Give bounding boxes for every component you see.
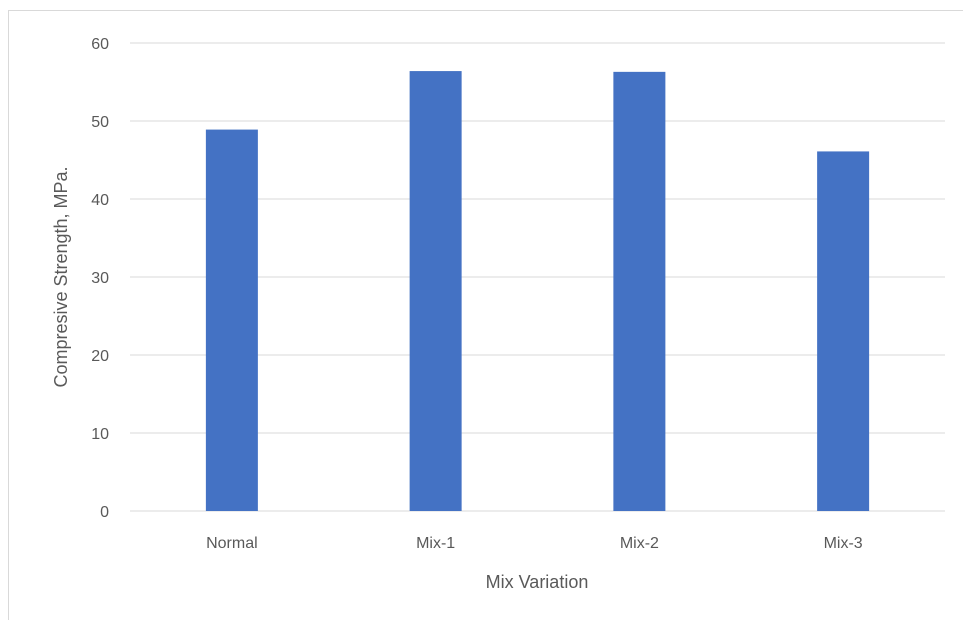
x-axis-ticks: Normal Mix-1 Mix-2 Mix-3 bbox=[206, 535, 863, 552]
bar-mix-1 bbox=[409, 71, 462, 511]
y-axis-ticks: 0 10 20 30 40 50 60 bbox=[91, 36, 109, 521]
y-tick-label: 0 bbox=[100, 504, 109, 521]
x-tick-label: Mix-3 bbox=[824, 535, 863, 552]
y-tick-label: 40 bbox=[91, 192, 109, 209]
bar-normal bbox=[205, 129, 258, 511]
bars bbox=[205, 71, 870, 512]
y-tick-label: 60 bbox=[91, 36, 109, 53]
y-tick-label: 10 bbox=[91, 426, 109, 443]
bar-mix-2 bbox=[613, 71, 666, 512]
chart-frame bbox=[8, 10, 963, 620]
y-tick-label: 50 bbox=[91, 114, 109, 131]
bar-mix-3 bbox=[817, 151, 870, 512]
y-axis-title: Compresive Strength, MPa. bbox=[51, 166, 71, 387]
x-tick-label: Mix-1 bbox=[416, 535, 455, 552]
x-tick-label: Normal bbox=[206, 535, 258, 552]
gridlines bbox=[130, 42, 945, 512]
x-tick-label: Mix-2 bbox=[620, 535, 659, 552]
y-tick-label: 30 bbox=[91, 270, 109, 287]
y-tick-label: 20 bbox=[91, 348, 109, 365]
x-axis-title: Mix Variation bbox=[486, 572, 589, 592]
